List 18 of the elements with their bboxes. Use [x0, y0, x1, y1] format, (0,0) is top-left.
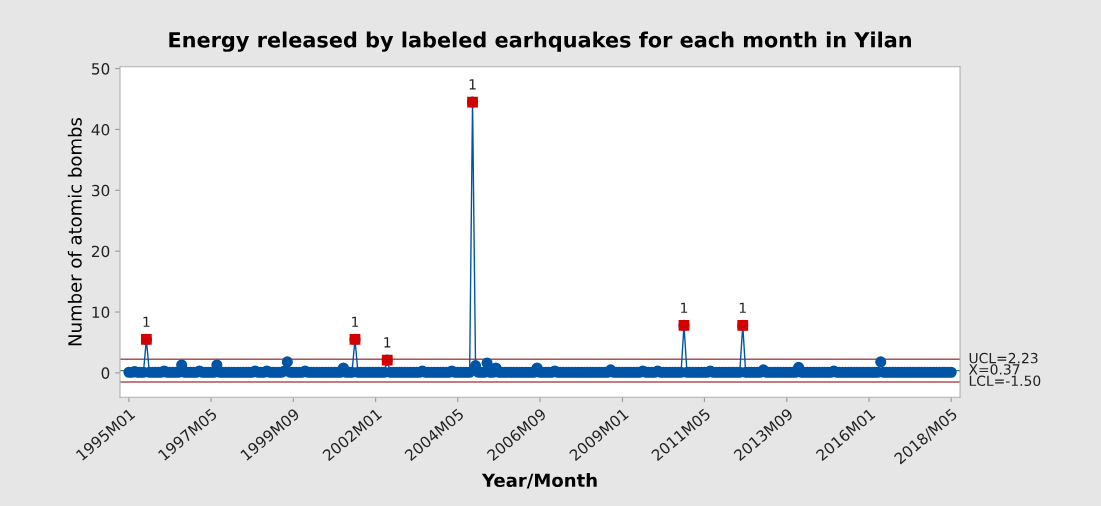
- annotation: 1: [143, 316, 150, 327]
- chart-title: Energy released by labeled earhquakes for each month in Yilan: [169, 31, 911, 52]
- ref-line-label: UCL=2.23: [969, 352, 1038, 364]
- y-tick-label: 0: [101, 367, 110, 379]
- annotation: 1: [352, 316, 359, 327]
- y-tick-label: 20: [91, 245, 110, 258]
- ref-line-label: LCL=-1.50: [969, 375, 1041, 387]
- y-tick-label: 40: [91, 123, 110, 136]
- x-axis-title: Year/Month: [481, 473, 597, 489]
- ref-line-label: X=0.37: [968, 364, 1020, 375]
- y-tick-label: 10: [92, 306, 110, 319]
- annotation: 1: [469, 79, 476, 90]
- annotation: 1: [739, 302, 746, 313]
- y-tick-label: 30: [92, 184, 110, 197]
- y-axis-title: Number of atomic bombs: [67, 117, 82, 346]
- y-tick-label: 50: [92, 63, 110, 75]
- annotation: 1: [384, 337, 391, 348]
- annotation: 1: [681, 302, 688, 313]
